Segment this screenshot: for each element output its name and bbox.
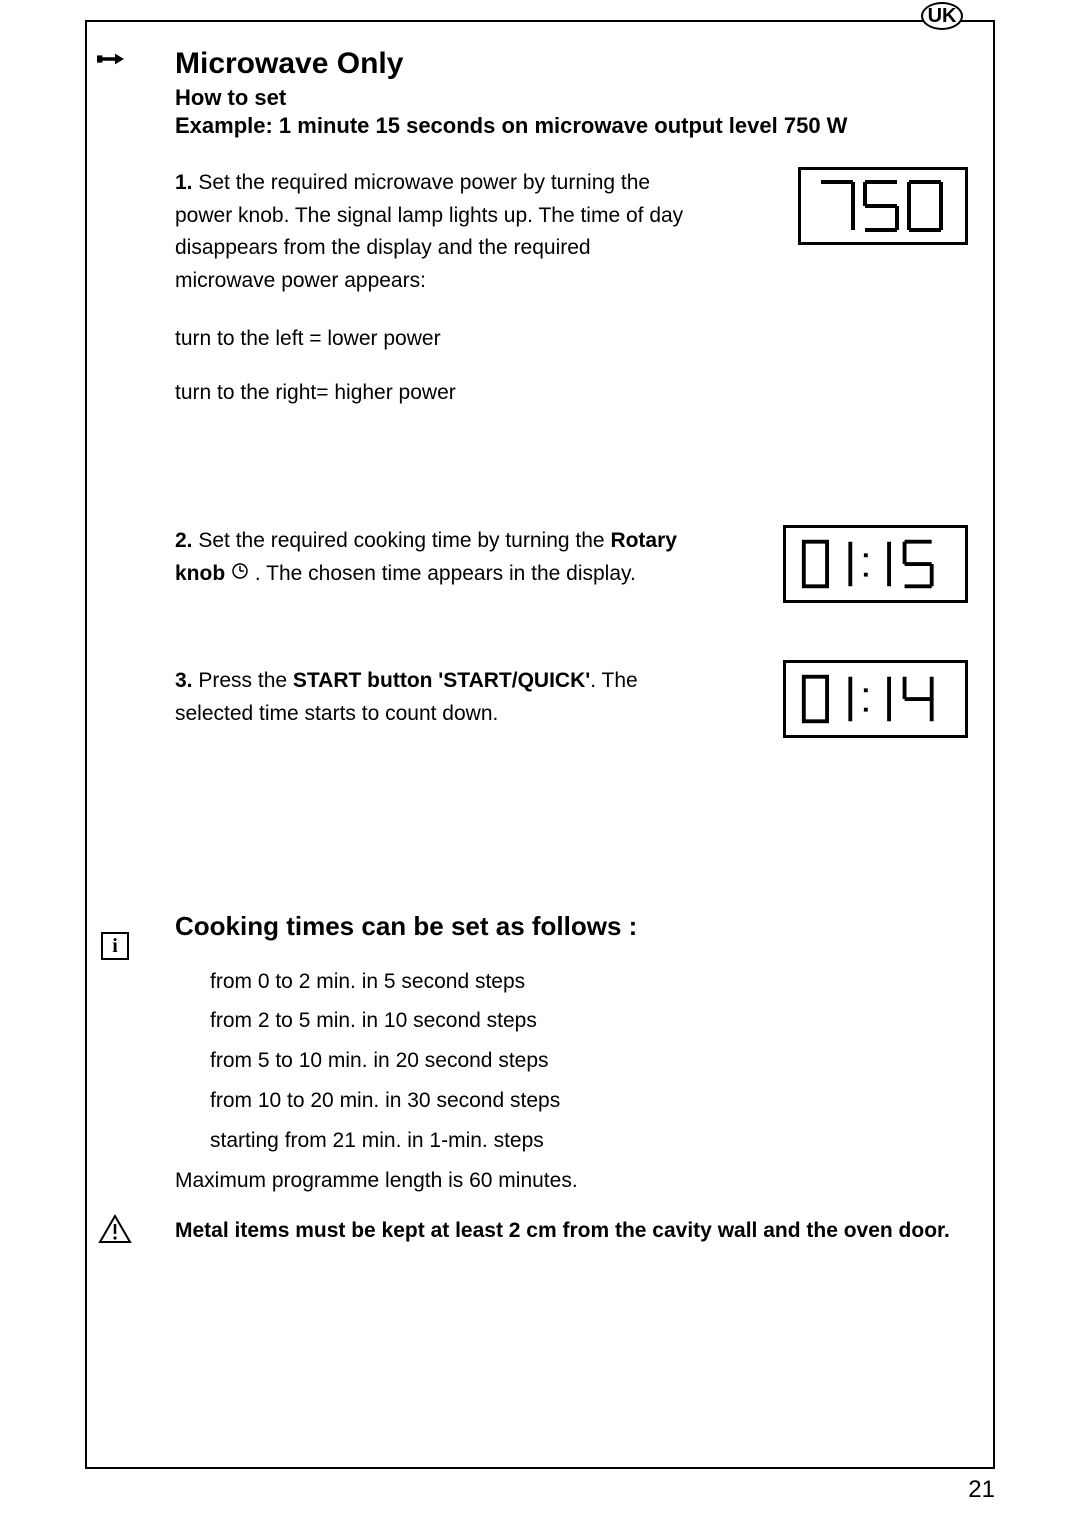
step-interval-3: from 5 to 10 min. in 20 second steps <box>210 1041 963 1081</box>
step-interval-5: starting from 21 min. in 1-min. steps <box>210 1121 963 1161</box>
digital-0115-icon <box>798 535 953 593</box>
subtitle: How to set <box>175 85 963 111</box>
cooking-times-title: Cooking times can be set as follows : <box>175 911 963 942</box>
step-interval-1: from 0 to 2 min. in 5 second steps <box>210 962 963 1002</box>
step-3: 3. Press the START button 'START/QUICK'.… <box>175 665 963 730</box>
step-1-sublines: turn to the left = lower power turn to t… <box>175 327 963 405</box>
step-1-body: Set the required microwave power by turn… <box>175 171 683 292</box>
step-3-text: 3. Press the START button 'START/QUICK'.… <box>175 665 695 730</box>
step-interval-4: from 10 to 20 min. in 30 second steps <box>210 1081 963 1121</box>
page-title: Microwave Only <box>175 47 963 81</box>
step-1-number: 1. <box>175 171 193 194</box>
turn-right-line: turn to the right= higher power <box>175 381 963 405</box>
max-programme-line: Maximum programme length is 60 minutes. <box>175 1169 963 1193</box>
clock-icon <box>231 558 249 591</box>
page-number: 21 <box>968 1476 995 1504</box>
cooking-steps-list: from 0 to 2 min. in 5 second steps from … <box>210 962 963 1161</box>
page-frame: UK i Microwave Only How to set Example: … <box>85 20 995 1469</box>
turn-left-line: turn to the left = lower power <box>175 327 963 351</box>
step-3-number: 3. <box>175 669 193 692</box>
time-display-114 <box>783 660 968 738</box>
warning-text: Metal items must be kept at least 2 cm f… <box>175 1215 963 1247</box>
step-2: 2. Set the required cooking time by turn… <box>175 525 963 590</box>
warning-icon <box>95 1214 135 1249</box>
time-display-115 <box>783 525 968 603</box>
step-2-before: Set the required cooking time by turning… <box>193 529 611 552</box>
step-2-text: 2. Set the required cooking time by turn… <box>175 525 695 590</box>
step-3-before: Press the <box>193 669 293 692</box>
example-line: Example: 1 minute 15 seconds on microwav… <box>175 113 963 139</box>
step-2-after: . The chosen time appears in the display… <box>249 562 636 585</box>
step-1-text: 1. Set the required microwave power by t… <box>175 167 695 297</box>
content-area: Microwave Only How to set Example: 1 min… <box>175 47 963 1247</box>
power-display <box>798 167 968 245</box>
hand-pointing-icon <box>95 47 135 76</box>
info-icon: i <box>95 932 135 960</box>
step-interval-2: from 2 to 5 min. in 10 second steps <box>210 1001 963 1041</box>
digital-0114-icon <box>798 670 953 728</box>
digital-750-icon <box>813 176 953 236</box>
step-2-number: 2. <box>175 529 193 552</box>
start-button-label: START button 'START/QUICK' <box>293 669 590 692</box>
step-1: 1. Set the required microwave power by t… <box>175 167 963 405</box>
uk-badge: UK <box>921 2 963 30</box>
